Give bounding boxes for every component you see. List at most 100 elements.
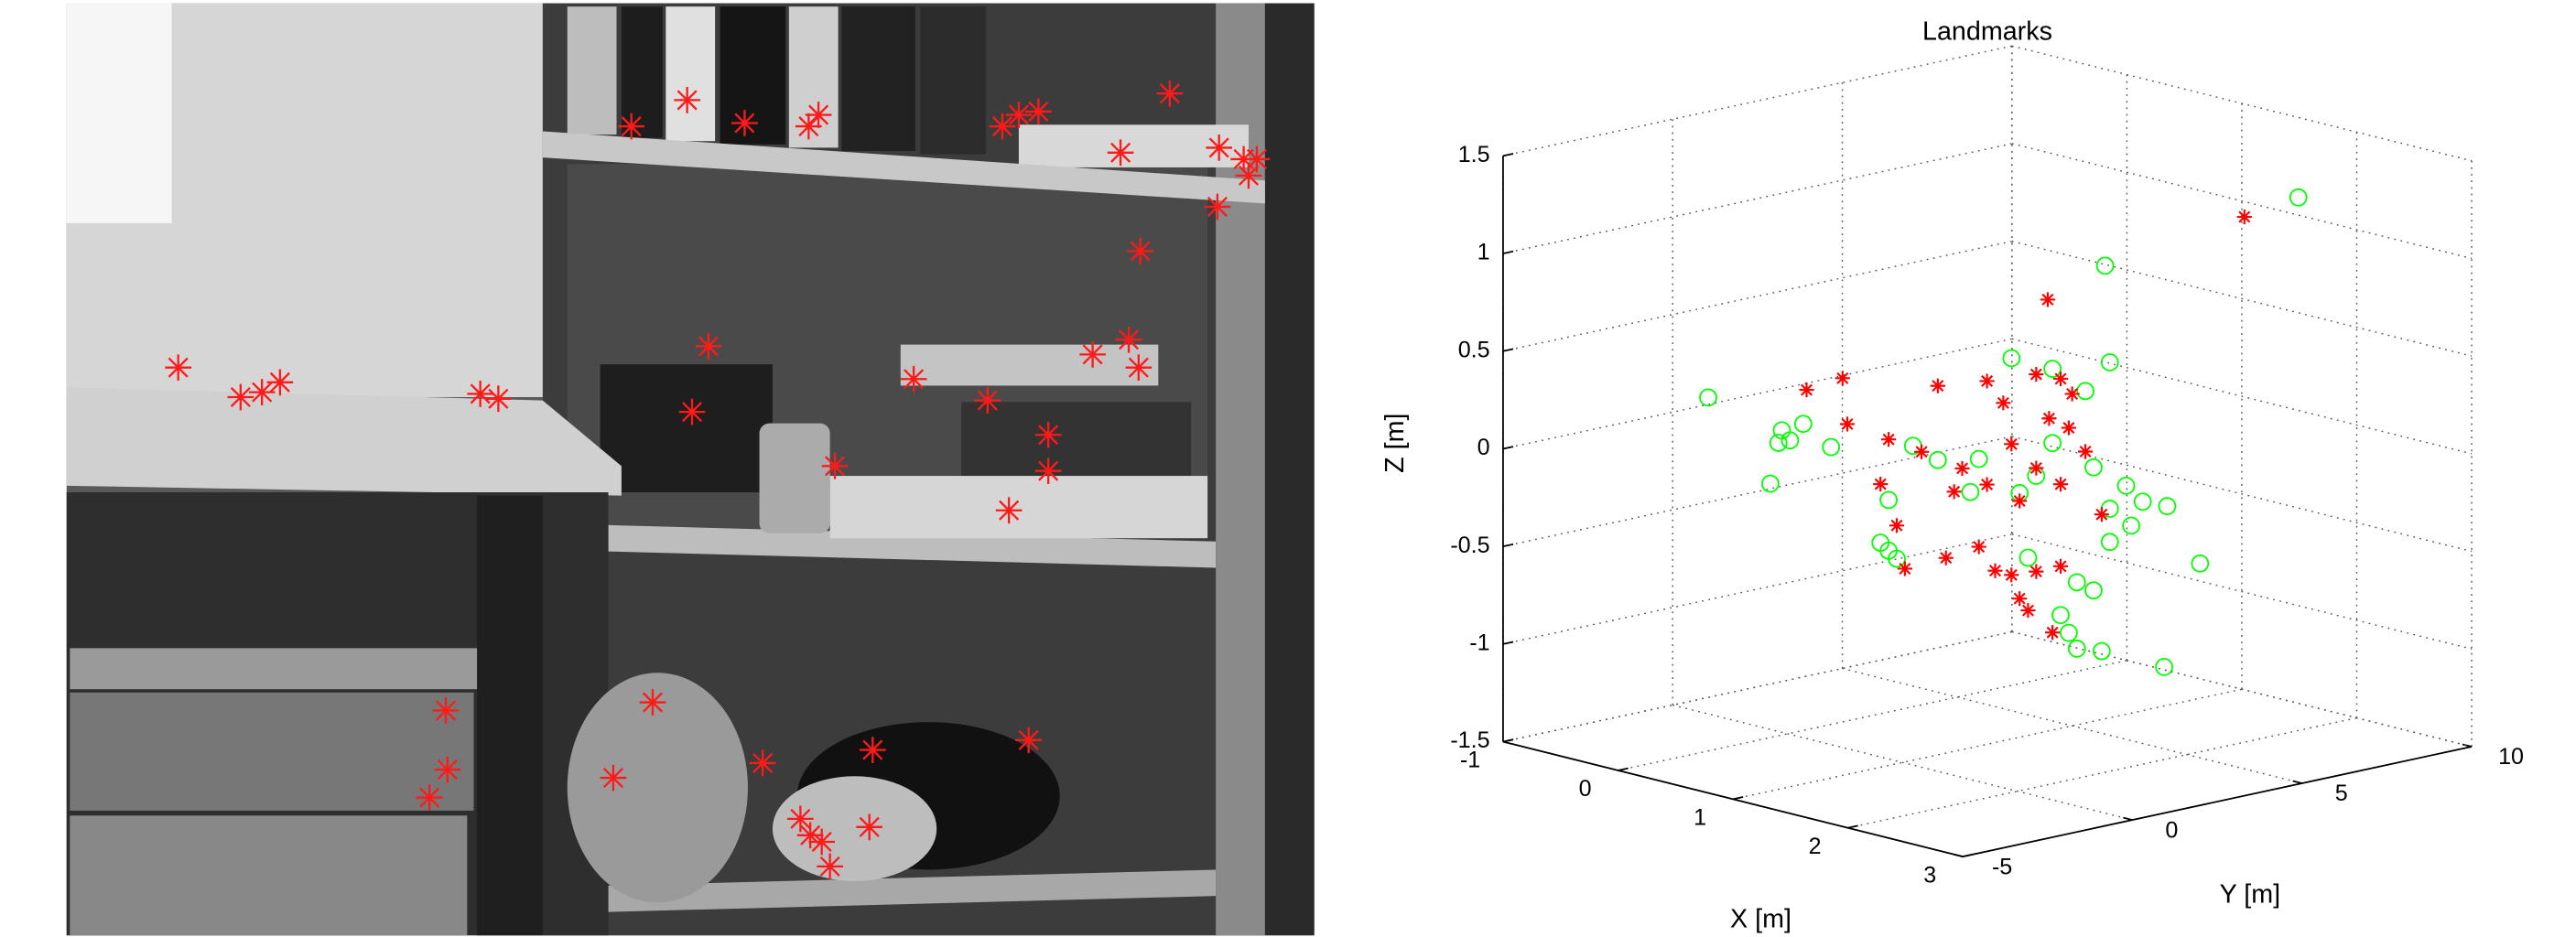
feature bbox=[1079, 341, 1106, 368]
landmark-circle bbox=[2097, 257, 2114, 274]
box bbox=[901, 345, 1159, 386]
z-tick-label: 1.5 bbox=[1458, 142, 1490, 167]
bag bbox=[773, 776, 936, 881]
landmark-star bbox=[1947, 484, 1962, 499]
z-tick-label: -1.5 bbox=[1450, 727, 1489, 753]
landmark-star bbox=[1799, 382, 1813, 397]
drawer bbox=[70, 648, 490, 689]
grid-line bbox=[1503, 436, 2012, 546]
landmark-star bbox=[2094, 507, 2109, 522]
feature bbox=[1025, 99, 1052, 125]
feature bbox=[674, 87, 700, 113]
laptop-box bbox=[830, 476, 1207, 538]
feature bbox=[856, 813, 882, 840]
landmark-star bbox=[1835, 371, 1850, 385]
feature bbox=[996, 497, 1023, 523]
grid-line bbox=[1733, 689, 2242, 799]
landmark-circle bbox=[2077, 382, 2094, 399]
grid-line bbox=[2012, 339, 2472, 454]
landmark-circle bbox=[2019, 550, 2036, 566]
feature bbox=[434, 757, 460, 783]
y-axis-label: Y [m] bbox=[2220, 880, 2280, 910]
z-tick-label: -0.5 bbox=[1450, 533, 1489, 558]
landmark-star bbox=[1954, 461, 1969, 476]
feature bbox=[1035, 422, 1062, 448]
grid-line bbox=[1848, 718, 2357, 828]
landmark-circle bbox=[2290, 189, 2307, 206]
landmark-circle bbox=[1823, 439, 1839, 456]
landmark-star bbox=[2004, 436, 2019, 451]
book bbox=[920, 6, 986, 154]
plot-3d: Landmarks X [m] Y [m] Z [m] -10123-50510… bbox=[1380, 16, 2524, 933]
landmark-circle bbox=[2102, 354, 2118, 371]
feature bbox=[806, 102, 832, 128]
landmark-star bbox=[2078, 444, 2093, 458]
landmark-star bbox=[2029, 460, 2043, 475]
feature bbox=[901, 366, 927, 393]
z-axis-label: Z [m] bbox=[1380, 414, 1410, 473]
landmark-star bbox=[2237, 210, 2252, 224]
y-axis bbox=[1963, 747, 2472, 856]
tick-mark bbox=[1503, 641, 1513, 643]
y-tick-label: 5 bbox=[2335, 781, 2348, 806]
landmark-star bbox=[1972, 540, 1986, 555]
landmark-star bbox=[2020, 603, 2035, 618]
z-tick-label: -1 bbox=[1469, 630, 1489, 656]
landmark-circle bbox=[2156, 659, 2172, 675]
grid-line bbox=[1503, 144, 2012, 253]
book bbox=[841, 6, 915, 151]
y-tick-label: 0 bbox=[2165, 817, 2178, 843]
landmark-circle bbox=[2102, 533, 2118, 550]
landmark-star bbox=[1939, 551, 1954, 565]
feature bbox=[974, 387, 1001, 414]
grid-line bbox=[1503, 631, 2012, 741]
landmark-star bbox=[1898, 561, 1912, 576]
feature bbox=[822, 453, 849, 479]
landmark-star bbox=[2040, 292, 2055, 307]
landmark-circle bbox=[1930, 452, 1946, 468]
landmark-star bbox=[2053, 559, 2068, 574]
z-tick-label: 0.5 bbox=[1458, 337, 1490, 362]
landmark-circle bbox=[2123, 517, 2139, 533]
feature bbox=[817, 854, 843, 880]
dark-edge bbox=[1265, 4, 1315, 936]
landmark-star bbox=[1889, 518, 1904, 533]
feature bbox=[485, 385, 512, 412]
landmark-star bbox=[1873, 477, 1888, 491]
landmark-star bbox=[1840, 416, 1855, 431]
feature bbox=[417, 784, 443, 811]
landmark-circle bbox=[2118, 478, 2135, 494]
mug bbox=[760, 424, 830, 533]
landmark-star bbox=[1881, 432, 1896, 447]
tick-mark bbox=[1503, 252, 1513, 253]
grid-line bbox=[2012, 534, 2472, 650]
z-tick-label: 1 bbox=[1477, 240, 1490, 265]
grid-line bbox=[1503, 631, 2012, 741]
y-tick-label: 10 bbox=[2498, 744, 2524, 770]
landmark-circle bbox=[1962, 484, 1978, 501]
book bbox=[666, 6, 715, 141]
tick-mark bbox=[1503, 154, 1513, 156]
landmark-circle bbox=[2094, 643, 2110, 660]
grid-line bbox=[2012, 242, 2472, 357]
feature bbox=[1125, 354, 1152, 381]
feature bbox=[227, 384, 254, 411]
drawer bbox=[70, 693, 473, 811]
feature bbox=[808, 829, 835, 856]
landmark-star bbox=[2045, 625, 2060, 640]
landmark-circle bbox=[2085, 582, 2102, 598]
landmark-circle bbox=[2061, 625, 2077, 641]
x-axis bbox=[1503, 742, 1963, 857]
grid-line bbox=[1672, 705, 2132, 821]
grid-line bbox=[1503, 534, 2012, 644]
desk-top bbox=[67, 387, 622, 495]
papers bbox=[1019, 124, 1249, 167]
grid-line bbox=[1503, 242, 2012, 351]
x-tick-label: 1 bbox=[1694, 805, 1706, 831]
feature bbox=[750, 750, 776, 777]
feature bbox=[679, 399, 706, 425]
feature bbox=[618, 113, 644, 140]
landmark-star bbox=[2053, 477, 2068, 491]
landmark-star bbox=[1980, 477, 1995, 491]
landmark-star bbox=[1980, 373, 1995, 388]
